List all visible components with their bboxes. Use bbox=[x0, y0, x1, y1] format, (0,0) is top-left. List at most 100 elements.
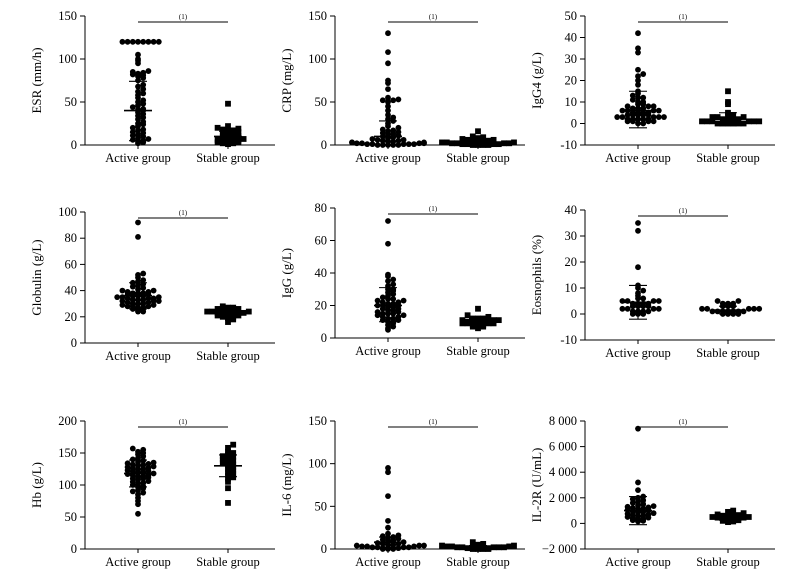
data-point bbox=[645, 504, 652, 511]
y-tick-label: 60 bbox=[65, 257, 78, 271]
data-point bbox=[619, 298, 626, 304]
data-point bbox=[140, 290, 147, 297]
data-point bbox=[145, 68, 152, 74]
data-point bbox=[230, 453, 237, 460]
data-point bbox=[640, 99, 647, 105]
data-point bbox=[135, 77, 141, 84]
data-point bbox=[719, 300, 726, 307]
x-tick-label: Stable group bbox=[446, 151, 510, 165]
data-point bbox=[650, 503, 657, 510]
data-point bbox=[135, 70, 141, 77]
data-point bbox=[740, 514, 747, 521]
y-tick-label: 0 bbox=[71, 336, 77, 350]
data-point bbox=[650, 114, 657, 120]
x-tick-label: Active group bbox=[605, 555, 671, 569]
y-tick-label: 0 bbox=[71, 542, 77, 556]
data-point bbox=[756, 118, 763, 125]
data-point bbox=[225, 444, 231, 451]
data-point bbox=[385, 30, 391, 37]
data-point bbox=[230, 311, 237, 318]
data-point bbox=[635, 425, 641, 432]
data-point bbox=[230, 134, 237, 141]
data-point bbox=[364, 543, 371, 550]
data-point bbox=[245, 308, 252, 315]
x-tick-label: Stable group bbox=[696, 346, 760, 360]
data-point bbox=[635, 66, 641, 73]
data-point bbox=[485, 142, 492, 148]
data-point bbox=[449, 543, 455, 550]
data-point bbox=[745, 305, 752, 312]
data-point bbox=[495, 317, 502, 324]
data-point bbox=[204, 308, 211, 315]
data-point bbox=[385, 517, 391, 524]
data-point bbox=[235, 137, 242, 144]
data-point bbox=[395, 129, 402, 136]
data-point bbox=[704, 118, 711, 125]
data-point bbox=[150, 295, 157, 302]
data-point bbox=[495, 141, 502, 148]
data-point bbox=[650, 107, 657, 114]
data-point bbox=[385, 86, 391, 92]
data-point bbox=[400, 539, 407, 546]
y-tick-label: 200 bbox=[58, 414, 77, 428]
significance-label: (1) bbox=[679, 13, 688, 21]
data-point bbox=[495, 544, 502, 551]
data-point bbox=[214, 124, 221, 131]
data-point bbox=[650, 118, 657, 125]
data-point bbox=[629, 505, 636, 511]
data-point bbox=[129, 38, 136, 45]
data-point bbox=[140, 38, 147, 45]
data-point bbox=[629, 308, 636, 315]
data-point bbox=[464, 141, 471, 148]
data-point bbox=[506, 543, 513, 550]
data-point bbox=[395, 545, 402, 552]
data-point bbox=[635, 264, 641, 271]
data-point bbox=[385, 493, 391, 499]
y-tick-label: -10 bbox=[560, 138, 577, 152]
y-tick-label: 150 bbox=[308, 414, 327, 428]
data-point bbox=[454, 140, 461, 147]
data-point bbox=[219, 453, 226, 460]
y-tick-label: 50 bbox=[65, 510, 78, 524]
data-point bbox=[145, 460, 152, 467]
data-point bbox=[225, 100, 231, 107]
x-tick-label: Stable group bbox=[696, 151, 760, 165]
data-point bbox=[635, 479, 641, 486]
data-point bbox=[129, 124, 136, 131]
data-point bbox=[124, 460, 131, 467]
data-point bbox=[385, 240, 391, 247]
data-point bbox=[219, 137, 226, 144]
data-point bbox=[459, 317, 466, 324]
x-tick-label: Active group bbox=[355, 344, 421, 358]
data-point bbox=[140, 462, 147, 469]
data-point bbox=[714, 298, 721, 304]
data-point bbox=[421, 542, 427, 549]
data-point bbox=[650, 305, 657, 312]
y-tick-label: 0 bbox=[571, 307, 577, 321]
data-point bbox=[129, 104, 136, 111]
y-tick-label: 20 bbox=[65, 310, 78, 324]
x-tick-label: Stable group bbox=[446, 555, 510, 569]
data-point bbox=[140, 480, 147, 486]
data-point bbox=[640, 71, 647, 77]
data-point bbox=[230, 138, 237, 145]
y-tick-label: 40 bbox=[65, 284, 78, 298]
data-point bbox=[709, 114, 716, 120]
data-point bbox=[374, 309, 381, 315]
data-point bbox=[640, 287, 647, 294]
y-tick-label: 20 bbox=[565, 74, 578, 88]
data-point bbox=[490, 317, 497, 324]
chart-panel-2: 0 50 100 150 CRP (mg/L) Active group Stable gr… bbox=[279, 9, 525, 165]
x-tick-label: Active group bbox=[355, 151, 421, 165]
data-point bbox=[635, 30, 641, 37]
data-point bbox=[405, 544, 412, 551]
data-point bbox=[235, 132, 242, 139]
data-point bbox=[490, 544, 497, 551]
y-tick-label: 0 bbox=[321, 331, 327, 345]
y-tick-label: 100 bbox=[58, 52, 77, 66]
significance-label: (1) bbox=[179, 13, 188, 21]
data-point bbox=[725, 88, 731, 95]
data-point bbox=[379, 97, 386, 104]
data-point bbox=[225, 500, 231, 506]
